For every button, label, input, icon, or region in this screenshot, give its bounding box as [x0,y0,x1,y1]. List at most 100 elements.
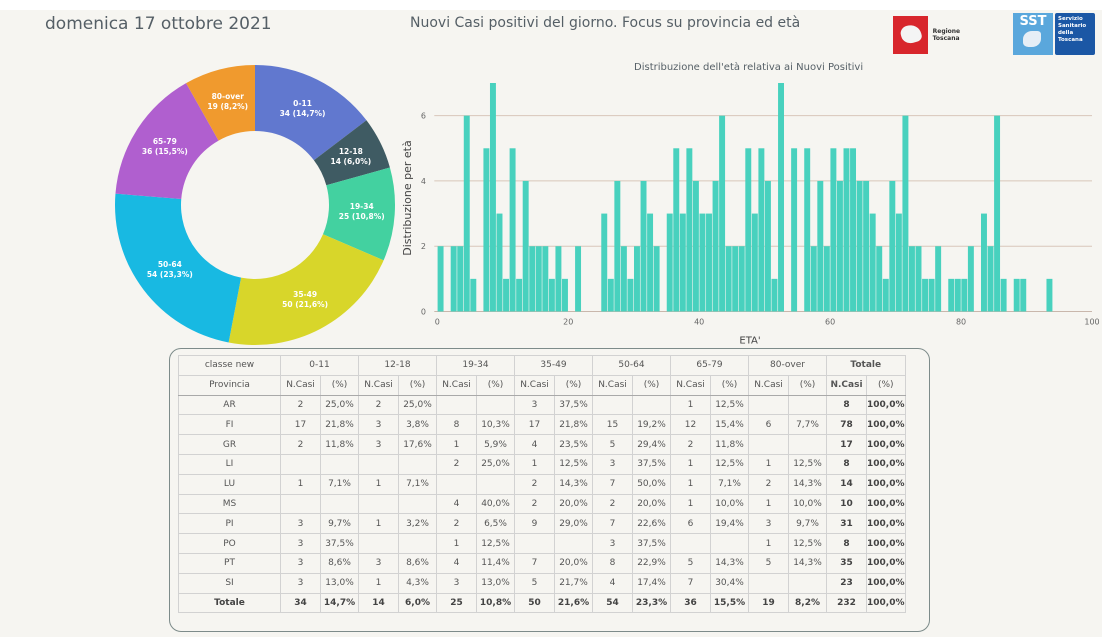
province-cell: SI [178,572,281,594]
donut-slice-50-64[interactable] [115,193,242,343]
histogram-bar [948,278,955,312]
histogram-bar [967,246,974,312]
histogram-bar [889,180,896,312]
pct-cell: 100,0% [866,572,906,594]
province-cell: Totale [178,592,281,614]
n-casi-cell: 9 [514,513,555,535]
donut-slice-19-34[interactable] [322,167,395,261]
pct-cell: 100,0% [866,414,906,436]
histogram-bar [640,180,647,312]
pct-cell [476,473,515,495]
n-casi-cell [748,572,789,594]
donut-slice-80-over[interactable] [186,65,255,141]
pct-cell: 9,7% [320,513,359,535]
pct-cell: 8,6% [398,552,437,574]
donut-label-value: 19 (8,2%) [207,101,249,111]
pct-cell: 15,5% [710,592,749,614]
province-cell: PT [178,552,281,574]
n-casi-cell: 2 [280,434,321,455]
n-casi-cell: 2 [670,434,711,455]
histogram-bar [876,246,883,312]
pct-header: (%) [554,374,593,396]
histogram-bar [830,148,837,312]
histogram-bar [994,115,1001,312]
pct-cell: 12,5% [554,453,593,475]
n-casi-cell: 10 [826,493,867,515]
pct-cell: 14,3% [788,473,827,495]
pct-cell: 100,0% [866,552,906,574]
donut-label-value: 54 (23,3%) [146,269,193,279]
histogram-bar [489,83,496,312]
n-casi-cell: 14 [358,592,399,614]
donut-label-class: 0-11 [293,99,312,109]
n-casi-cell: 2 [592,493,633,515]
pct-cell: 11,8% [710,434,749,455]
n-casi-cell: 3 [514,394,555,416]
pct-cell: 13,0% [476,572,515,594]
pct-cell: 22,9% [632,552,671,574]
table-row: LU 1 7,1% 1 7,1% 2 14,3% 7 50,0% 1 7,1% 2 14,3% 14 100… [178,473,906,495]
histogram-bar [771,278,778,312]
histogram-bar [666,213,673,312]
histogram-bar [463,115,470,312]
x-tick-label: 0 [435,318,440,327]
n-casi-cell: 1 [436,434,477,455]
page-title: Nuovi Casi positivi del giorno. Focus su… [410,15,801,31]
n-casi-cell: 1 [670,493,711,515]
n-casi-cell: 3 [358,434,399,455]
table-row: PT 3 8,6% 3 8,6% 4 11,4% 7 20,0% 8 22,9% 5 14,3% 5 14,… [178,552,906,574]
pct-cell: 7,1% [710,473,749,495]
histogram-bar [863,180,870,312]
sst-badge: SST [1013,13,1053,55]
donut-slice-12-18[interactable] [313,120,390,186]
donut-label-value: 25 (10,8%) [338,212,385,222]
histogram-bar [535,246,542,312]
n-casi-cell: 6 [748,414,789,436]
donut-slice-35-49[interactable] [228,234,384,345]
y-axis-label: Distribuzione per età [401,140,414,256]
pct-cell: 7,1% [320,473,359,495]
pct-cell: 19,4% [710,513,749,535]
pct-cell: 10,0% [710,493,749,515]
n-casi-cell [592,394,633,416]
histogram-bar [679,213,686,312]
histogram-bar [555,246,562,312]
donut-slice-0-11[interactable] [255,65,367,161]
pct-cell [398,533,437,554]
province-age-table: classe new 0-11 12-18 19-34 35-49 50-64 65-79… [178,355,906,614]
n-casi-cell: 12 [670,414,711,436]
donut-label: 80-over 19 (8,2%) [207,92,248,112]
n-casi-header: N.Casi [826,374,867,396]
x-tick-label: 20 [563,318,573,327]
histogram-bar [791,148,798,312]
n-casi-cell: 1 [358,572,399,594]
sst-line: Servizio [1058,16,1083,22]
table-row: AR 2 25,0% 2 25,0% 3 37,5% 1 12,5% 8 100,0% [178,394,906,416]
pct-cell [398,453,437,475]
pct-cell: 14,3% [788,552,827,574]
n-casi-cell: 3 [748,513,789,535]
donut-label: 19-34 25 (10,8%) [339,202,385,222]
donut-slice-65-79[interactable] [115,83,219,199]
histogram-bar [437,246,444,312]
row-header-label: Provincia [178,374,281,396]
n-casi-cell: 1 [514,453,555,475]
histogram-bar [575,246,582,312]
histogram-bar [738,246,745,312]
pct-cell: 22,6% [632,513,671,535]
table-row: FI 17 21,8% 3 3,8% 8 10,3% 17 21,8% 15 19,2% 12 15,4… [178,414,906,436]
pct-cell: 100,0% [866,394,906,416]
pct-cell: 6,5% [476,513,515,535]
histogram-bar [850,148,857,312]
histogram-bar [928,278,935,312]
report-date: domenica 17 ottobre 2021 [45,14,272,34]
donut-label-value: 34 (14,7%) [279,109,326,119]
histogram-bar [882,278,889,312]
donut-label: 35-49 50 (21,6%) [282,290,328,310]
table-row: MS 4 40,0% 2 20,0% 2 20,0% 1 10,0% 1 10,0% 10 100,0% [178,493,906,515]
n-casi-cell: 2 [436,513,477,535]
table-sub-header-row: Provincia N.Casi (%) N.Casi (%) N.Casi (%) N.C… [178,374,906,396]
histogram-bar [634,246,640,312]
histogram-bar [987,246,994,312]
table-row: PO 3 37,5% 1 12,5% 3 37,5% 1 12,5% 8 100,0% [178,533,906,554]
